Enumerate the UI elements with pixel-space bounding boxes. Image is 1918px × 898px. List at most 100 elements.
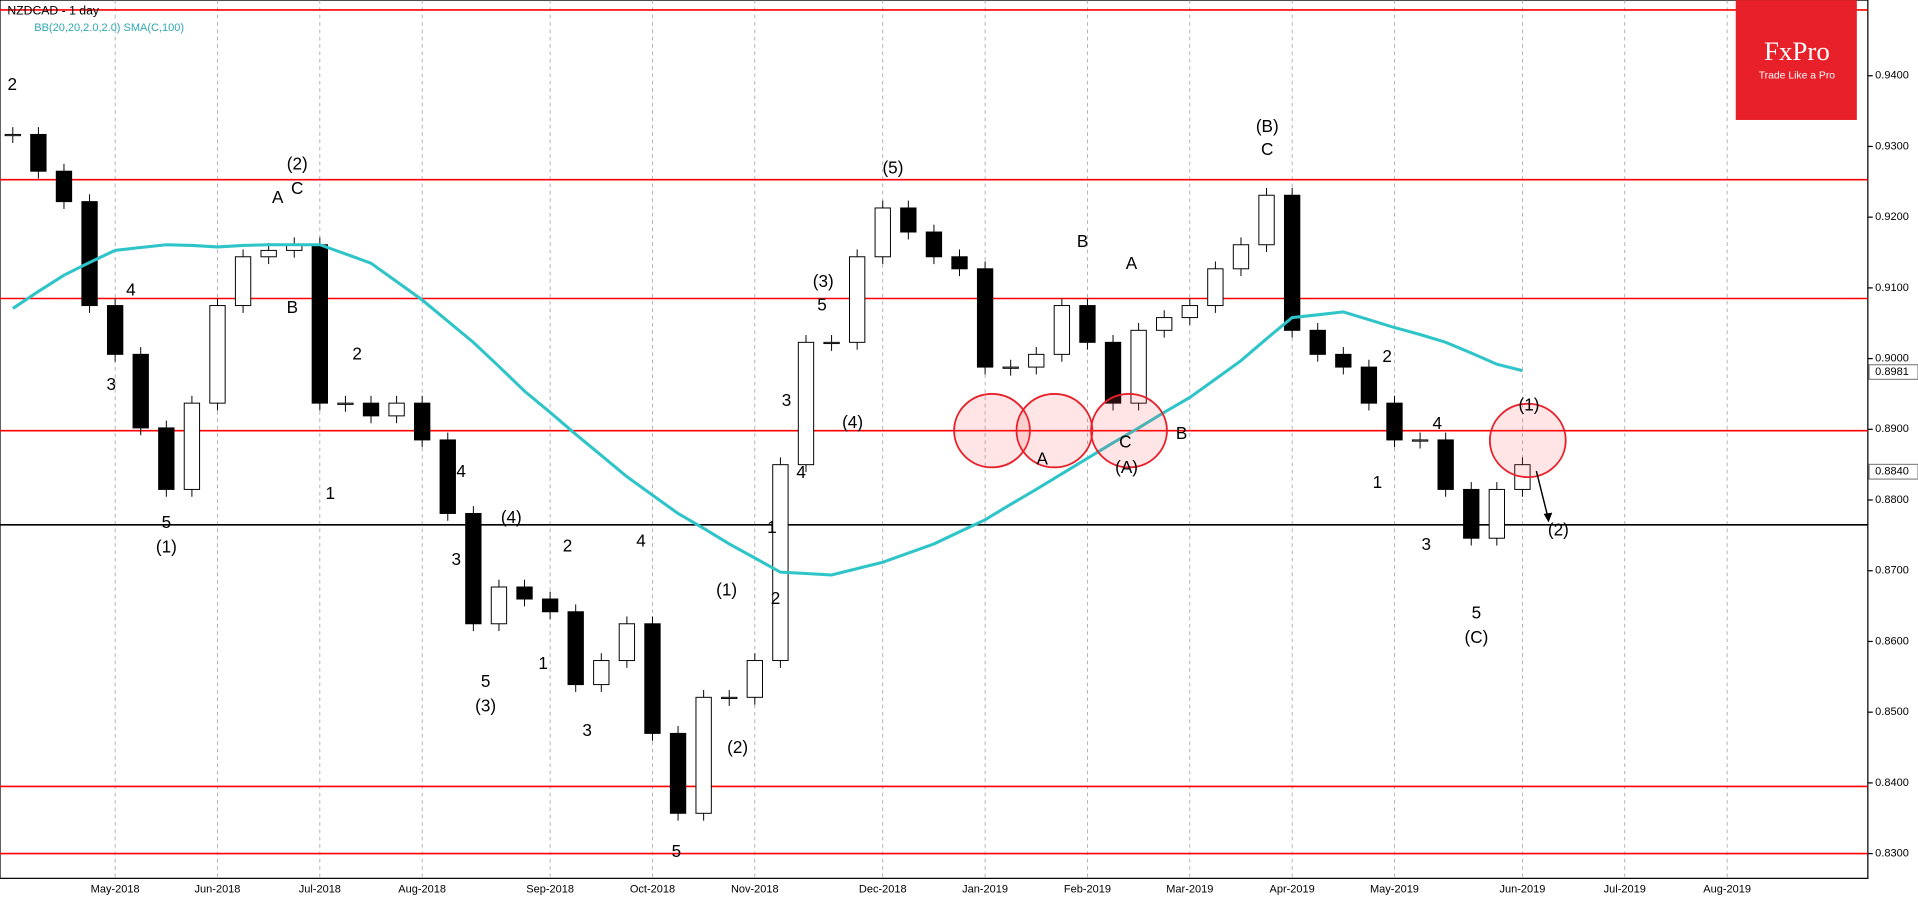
y-tick-label: 0.8700 [1875,565,1909,577]
wave-label: 5 [672,842,682,861]
arrow-head [1543,512,1553,523]
candle [30,133,47,172]
x-tick-label: Nov-2018 [731,883,779,895]
wave-label: (3) [813,272,834,291]
candle [593,660,610,686]
candle [541,598,559,613]
wave-label: 5 [1472,604,1482,623]
candle [951,256,968,270]
plot-frame [0,0,1869,879]
wave-label: 1 [326,484,336,503]
y-tick-label: 0.9000 [1875,353,1909,365]
candle [439,439,456,514]
wave-label: 2 [1382,347,1392,366]
wave-label: 5 [817,295,827,314]
candle [311,244,329,404]
wave-label: (4) [501,508,522,527]
candle [183,402,201,490]
wave-label: B [287,298,298,317]
candle [695,696,712,814]
wave-label: 1 [767,518,777,537]
y-tick-label: 0.8300 [1875,848,1909,860]
candle [1053,305,1071,355]
candle [1258,194,1275,246]
wave-label: 4 [1433,414,1443,433]
x-tick-label: Aug-2018 [398,883,446,895]
wave-label: 4 [796,463,806,482]
x-tick-label: Oct-2018 [630,883,675,895]
candle [567,611,584,686]
candle [1207,268,1224,307]
candle [1463,488,1480,539]
candle [490,586,508,625]
x-tick-label: Jul-2019 [1604,883,1646,895]
candle [1488,488,1506,539]
price-tag [1868,364,1918,380]
wave-label: (5) [882,158,903,177]
candle [81,201,98,307]
wave-label: B [1176,424,1187,443]
wave-label: (C) [1465,628,1489,647]
wave-label: C [1261,140,1273,159]
logo-tagline: Trade Like a Pro [1759,71,1836,82]
x-tick-label: Dec-2018 [859,883,907,895]
wave-label: 3 [1422,535,1432,554]
wave-label: B [1077,232,1088,251]
candle [260,249,277,258]
y-tick-label: 0.8400 [1875,777,1909,789]
logo-title: FxPro [1764,36,1830,66]
candle [1156,317,1173,331]
wave-label: 3 [107,375,117,394]
wave-label: (A) [1115,458,1138,477]
marks [4,127,1531,821]
wave-label: (1) [156,538,177,557]
x-tick-label: Jun-2018 [195,883,241,895]
wave-label: (B) [1256,117,1279,136]
candle [388,402,405,417]
candle [618,623,636,662]
wave-label: 3 [782,391,792,410]
sma-line [11,243,1523,577]
x-tick-label: Jul-2018 [299,883,341,895]
wave-label: (2) [1548,520,1569,539]
chart-title: NZDCAD - 1 day [7,3,100,17]
candle [797,341,815,466]
wave-label: 2 [7,75,17,94]
x-tick-label: Apr-2019 [1270,883,1315,895]
candle [106,305,124,355]
highlight-circles [953,393,1567,479]
circle [953,393,1031,469]
x-tick-label: Aug-2019 [1703,883,1751,895]
wave-label: 2 [771,589,781,608]
wave-label: 1 [1373,473,1383,492]
y-tick-label: 0.8900 [1875,423,1909,435]
price-tag-label: 0.8981 [1875,366,1909,378]
candle [1232,244,1250,270]
arrow [1535,470,1550,521]
x-tick-label: Jun-2019 [1499,883,1545,895]
wave-label: (3) [475,697,496,716]
wave-label: (1) [716,580,737,599]
candle [1002,366,1019,369]
levels [0,9,1868,855]
wave-label: 2 [563,536,573,555]
candle [1104,341,1122,404]
wave-label: 4 [126,281,136,300]
y-tick-label: 0.9400 [1875,70,1909,82]
candle [1309,329,1326,355]
candle [848,256,866,343]
candle [209,305,226,404]
candle [1437,439,1454,490]
candle [1335,353,1352,368]
candle [772,464,789,662]
y-tick-label: 0.8600 [1875,635,1909,647]
wave-label: (2) [727,738,748,757]
candle [721,696,738,700]
candle [874,207,891,258]
x-tick-label: Feb-2019 [1064,883,1111,895]
candle [516,586,533,600]
axes: 0.9400 0.9300 0.9200 0.9100 0.9000 0.8900 0.88… [91,70,1918,895]
indicator-label: BB(20,20,2.0,2.0) SMA(C,100) [34,22,184,34]
y-tick-label: 0.8800 [1875,494,1909,506]
